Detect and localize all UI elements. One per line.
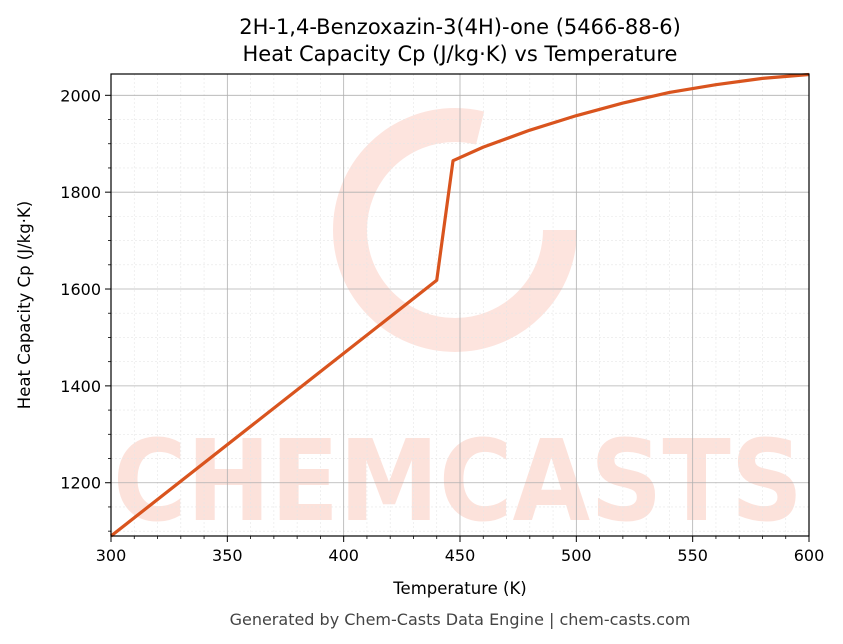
- y-tick-label: 1600: [60, 280, 101, 299]
- x-tick-label: 350: [212, 546, 243, 565]
- axis-ticks: [105, 94, 810, 542]
- x-axis-label: Temperature (K): [392, 579, 526, 598]
- y-tick-label: 1200: [60, 474, 101, 493]
- watermark: CHEMCASTS: [113, 108, 803, 547]
- y-tick-label: 1800: [60, 183, 101, 202]
- chart-title-line1: 2H-1,4-Benzoxazin-3(4H)-one (5466-88-6): [239, 15, 681, 39]
- x-tick-label: 600: [794, 546, 825, 565]
- footer-credit: Generated by Chem-Casts Data Engine | ch…: [230, 610, 691, 629]
- watermark-swirl: [333, 108, 577, 352]
- chart-title-line2: Heat Capacity Cp (J/kg·K) vs Temperature: [243, 42, 678, 66]
- x-tick-label: 400: [328, 546, 359, 565]
- x-tick-label: 500: [561, 546, 592, 565]
- y-tick-label: 1400: [60, 377, 101, 396]
- x-tick-label: 550: [677, 546, 708, 565]
- x-tick-label: 300: [96, 546, 127, 565]
- y-axis-label: Heat Capacity Cp (J/kg·K): [15, 201, 34, 409]
- y-tick-labels: 1200 1400 1600 1800 2000: [60, 86, 101, 492]
- watermark-text: CHEMCASTS: [113, 417, 803, 547]
- x-tick-labels: 300 350 400 450 500 550 600: [96, 546, 825, 565]
- series-line: [110, 72, 810, 538]
- x-tick-label: 450: [445, 546, 476, 565]
- y-tick-label: 2000: [60, 86, 101, 105]
